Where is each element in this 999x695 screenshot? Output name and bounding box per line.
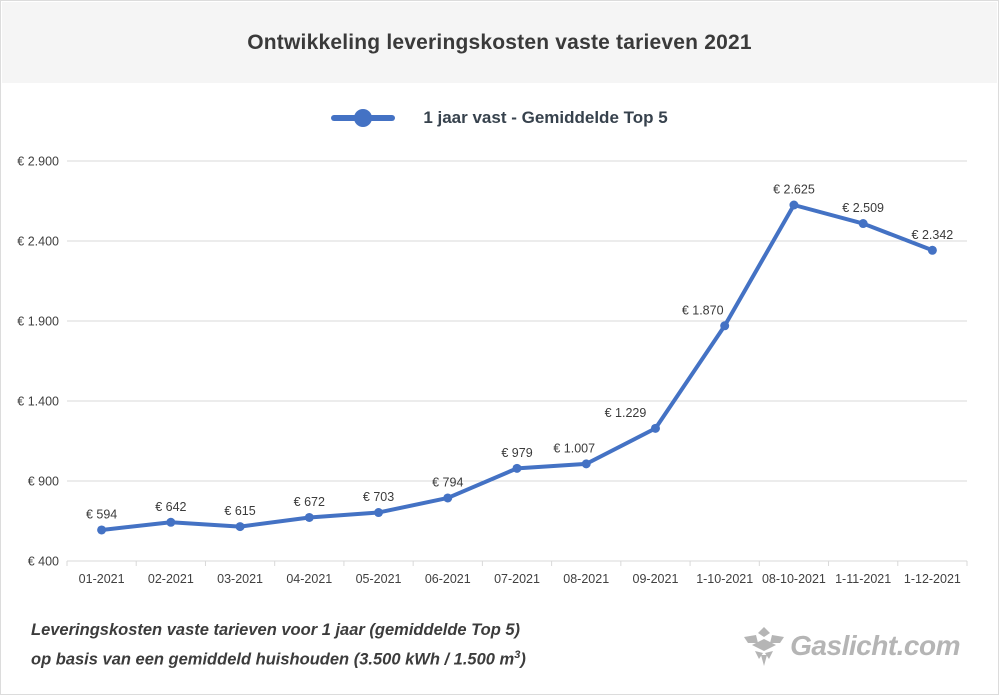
x-axis-tick-label: 01-2021 bbox=[79, 572, 125, 586]
data-point-label: € 979 bbox=[501, 446, 532, 460]
data-point-label: € 1.229 bbox=[605, 406, 647, 420]
logo-text: Gaslicht.com bbox=[790, 630, 960, 661]
page-title: Ontwikkeling leveringskosten vaste tarie… bbox=[247, 30, 752, 54]
x-axis-tick-label: 1-11-2021 bbox=[835, 572, 891, 586]
y-axis-tick-label: € 1.400 bbox=[17, 395, 59, 409]
data-point-label: € 615 bbox=[224, 504, 255, 518]
data-point bbox=[97, 525, 107, 535]
gas-flame-icon bbox=[744, 627, 785, 666]
x-axis-tick-label: 07-2021 bbox=[494, 572, 540, 586]
legend-series-label: 1 jaar vast - Gemiddelde Top 5 bbox=[423, 108, 668, 127]
data-point bbox=[581, 459, 591, 469]
chart-header: Ontwikkeling leveringskosten vaste tarie… bbox=[2, 2, 997, 83]
data-point bbox=[304, 512, 314, 522]
x-axis-tick-label: 08-10-2021 bbox=[762, 572, 826, 586]
data-point bbox=[374, 508, 384, 518]
x-axis-tick-label: 08-2021 bbox=[563, 572, 609, 586]
legend-line-marker-icon bbox=[331, 109, 396, 127]
data-point bbox=[512, 463, 522, 473]
data-point bbox=[235, 522, 245, 532]
data-point bbox=[927, 245, 937, 255]
y-axis-tick-label: € 400 bbox=[28, 555, 59, 569]
data-point-label: € 2.342 bbox=[912, 228, 954, 242]
x-axis-tick-label: 02-2021 bbox=[148, 572, 194, 586]
gaslicht-logo: Gaslicht.com bbox=[742, 625, 960, 667]
chart-legend: 1 jaar vast - Gemiddelde Top 5 bbox=[1, 102, 998, 134]
data-point-label: € 794 bbox=[432, 475, 463, 489]
data-point bbox=[858, 219, 868, 229]
data-point-label: € 2.509 bbox=[842, 201, 884, 215]
data-point bbox=[166, 517, 176, 527]
x-axis-tick-label: 05-2021 bbox=[356, 572, 402, 586]
data-point bbox=[720, 321, 730, 331]
data-point bbox=[650, 423, 660, 433]
y-axis-tick-label: € 900 bbox=[28, 475, 59, 489]
data-point-label: € 703 bbox=[363, 490, 394, 504]
x-axis-tick-label: 1-12-2021 bbox=[904, 572, 961, 586]
x-axis-tick-label: 03-2021 bbox=[217, 572, 263, 586]
x-axis-tick-label: 1-10-2021 bbox=[696, 572, 753, 586]
x-axis-tick-label: 09-2021 bbox=[633, 572, 679, 586]
y-axis-tick-label: € 2.400 bbox=[17, 235, 59, 249]
data-point-label: € 594 bbox=[86, 507, 117, 521]
x-axis-tick-label: 04-2021 bbox=[286, 572, 332, 586]
data-point bbox=[443, 493, 453, 503]
line-chart: € 2.900 € 2.400 € 1.900 € 1.400 € 900 € 400 01… bbox=[17, 155, 968, 586]
legend-dot-icon bbox=[354, 109, 373, 127]
footer-note: Leveringskosten vaste tarieven voor 1 ja… bbox=[31, 618, 526, 673]
data-point-label: € 2.625 bbox=[773, 183, 815, 197]
data-point-label: € 642 bbox=[155, 500, 186, 514]
y-axis-tick-label: € 2.900 bbox=[17, 155, 59, 169]
data-point bbox=[789, 200, 799, 210]
footer-note-line2: op basis van een gemiddeld huishouden (3… bbox=[31, 649, 526, 669]
x-axis-tick-label: 06-2021 bbox=[425, 572, 471, 586]
data-point-label: € 1.870 bbox=[682, 303, 724, 317]
data-point-label: € 1.007 bbox=[553, 441, 595, 455]
footer-note-line1: Leveringskosten vaste tarieven voor 1 ja… bbox=[31, 621, 521, 639]
y-axis-tick-label: € 1.900 bbox=[17, 315, 59, 329]
data-point-label: € 672 bbox=[294, 495, 325, 509]
